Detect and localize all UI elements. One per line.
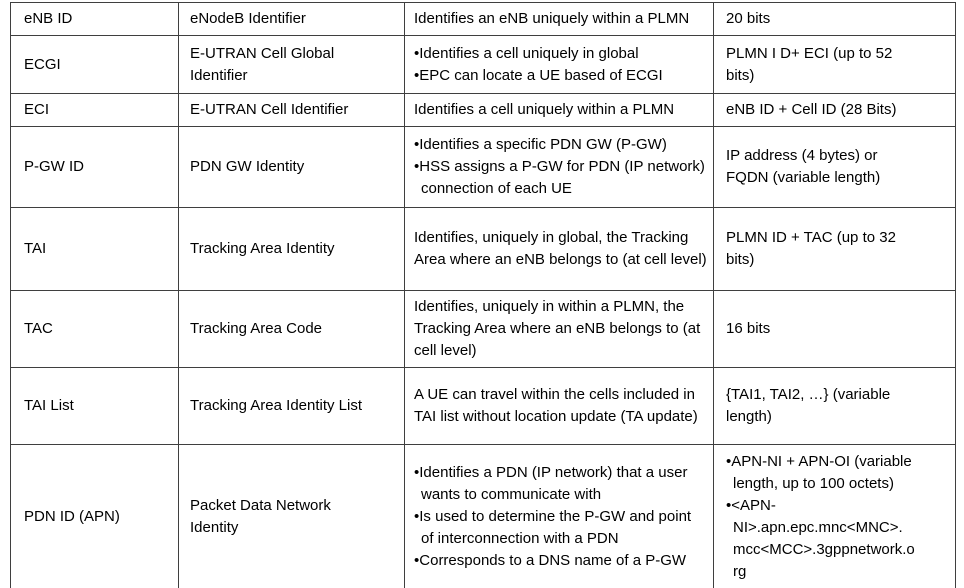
- cell-description: Identifies a cell uniquely within a PLMN: [404, 93, 714, 127]
- cell-format: {TAI1, TAI2, …} (variable length): [713, 367, 956, 445]
- cell-abbreviation: ECGI: [10, 35, 179, 94]
- bullet-line: •EPC can locate a UE based of ECGI: [414, 65, 707, 87]
- bullet-text: Identifies a specific PDN GW (P-GW): [419, 136, 667, 153]
- bullet-text: Identifies a PDN (IP network) that a use…: [419, 463, 688, 503]
- bullet-icon: •: [414, 66, 420, 84]
- bullet-icon: •: [414, 463, 420, 481]
- bullet-icon: •: [726, 496, 732, 514]
- cell-full-name: Tracking Area Identity: [178, 207, 405, 291]
- cell-description: •Identifies a PDN (IP network) that a us…: [404, 444, 714, 588]
- bullet-text: Is used to determine the P-GW and point …: [419, 507, 692, 547]
- table-row-pdn-id-apn: PDN ID (APN) Packet Data Network Identit…: [10, 444, 956, 588]
- bullet-line: •APN-NI + APN-OI (variable length, up to…: [726, 451, 915, 495]
- cell-full-name: Tracking Area Identity List: [178, 367, 405, 445]
- cell-description: Identifies an eNB uniquely within a PLMN: [404, 2, 714, 36]
- cell-format: PLMN I D+ ECI (up to 52 bits): [713, 35, 956, 94]
- cell-full-name: E-UTRAN Cell Identifier: [178, 93, 405, 127]
- cell-format: •APN-NI + APN-OI (variable length, up to…: [713, 444, 956, 588]
- cell-format: 20 bits: [713, 2, 956, 36]
- cell-format: 16 bits: [713, 290, 956, 368]
- cell-full-name: PDN GW Identity: [178, 126, 405, 208]
- bullet-text: Corresponds to a DNS name of a P-GW: [419, 551, 687, 569]
- table-row-tai-list: TAI List Tracking Area Identity List A U…: [10, 367, 956, 445]
- cell-format: eNB ID + Cell ID (28 Bits): [713, 93, 956, 127]
- cell-abbreviation: TAI: [10, 207, 179, 291]
- bullet-line: •<APN-NI>.apn.epc.mnc<MNC>.mcc<MCC>.3gpp…: [726, 495, 915, 583]
- bullet-icon: •: [414, 136, 420, 153]
- bullet-icon: •: [414, 551, 420, 569]
- table-row-tai: TAI Tracking Area Identity Identifies, u…: [10, 207, 956, 291]
- cell-full-name: eNodeB Identifier: [178, 2, 405, 36]
- cell-full-name: Tracking Area Code: [178, 290, 405, 368]
- cell-abbreviation: eNB ID: [10, 2, 179, 36]
- cell-full-name: Packet Data Network Identity: [178, 444, 405, 588]
- bullet-icon: •: [726, 452, 732, 470]
- bullet-text: HSS assigns a P-GW for PDN (IP network) …: [419, 158, 705, 197]
- bullet-line: •Identifies a PDN (IP network) that a us…: [414, 462, 707, 506]
- bullet-text: EPC can locate a UE based of ECGI: [419, 66, 663, 84]
- bullet-line: •Corresponds to a DNS name of a P-GW: [414, 550, 707, 572]
- cell-description: •Identifies a specific PDN GW (P-GW) •HS…: [404, 126, 714, 208]
- bullet-line: •HSS assigns a P-GW for PDN (IP network)…: [414, 156, 707, 200]
- bullet-icon: •: [414, 507, 420, 525]
- cell-format: IP address (4 bytes) or FQDN (variable l…: [713, 126, 956, 208]
- bullet-text: APN-NI + APN-OI (variable length, up to …: [731, 452, 912, 492]
- cell-description: A UE can travel within the cells include…: [404, 367, 714, 445]
- cell-abbreviation: TAC: [10, 290, 179, 368]
- cell-abbreviation: TAI List: [10, 367, 179, 445]
- table-row-ecgi: ECGI E-UTRAN Cell Global Identifier •Ide…: [10, 35, 956, 94]
- cell-abbreviation: ECI: [10, 93, 179, 127]
- cell-description: Identifies, uniquely in global, the Trac…: [404, 207, 714, 291]
- table-row-pgw-id: P-GW ID PDN GW Identity •Identifies a sp…: [10, 126, 956, 208]
- cell-abbreviation: PDN ID (APN): [10, 444, 179, 588]
- bullet-icon: •: [414, 158, 420, 175]
- table-row-eci: ECI E-UTRAN Cell Identifier Identifies a…: [10, 93, 956, 127]
- cell-format: PLMN ID + TAC (up to 32 bits): [713, 207, 956, 291]
- identifier-table: eNB ID eNodeB Identifier Identifies an e…: [10, 2, 956, 588]
- cell-full-name: E-UTRAN Cell Global Identifier: [178, 35, 405, 94]
- cell-description: •Identifies a cell uniquely in global •E…: [404, 35, 714, 94]
- cell-description: Identifies, uniquely in within a PLMN, t…: [404, 290, 714, 368]
- bullet-text: Identifies a cell uniquely in global: [419, 44, 639, 62]
- bullet-text: <APN-NI>.apn.epc.mnc<MNC>.mcc<MCC>.3gppn…: [731, 496, 915, 580]
- bullet-icon: •: [414, 44, 420, 62]
- bullet-line: •Identifies a cell uniquely in global: [414, 43, 707, 65]
- bullet-line: •Identifies a specific PDN GW (P-GW): [414, 134, 707, 156]
- table-row-tac: TAC Tracking Area Code Identifies, uniqu…: [10, 290, 956, 368]
- table-row-enb-id: eNB ID eNodeB Identifier Identifies an e…: [10, 2, 956, 36]
- bullet-line: •Is used to determine the P-GW and point…: [414, 506, 707, 550]
- cell-abbreviation: P-GW ID: [10, 126, 179, 208]
